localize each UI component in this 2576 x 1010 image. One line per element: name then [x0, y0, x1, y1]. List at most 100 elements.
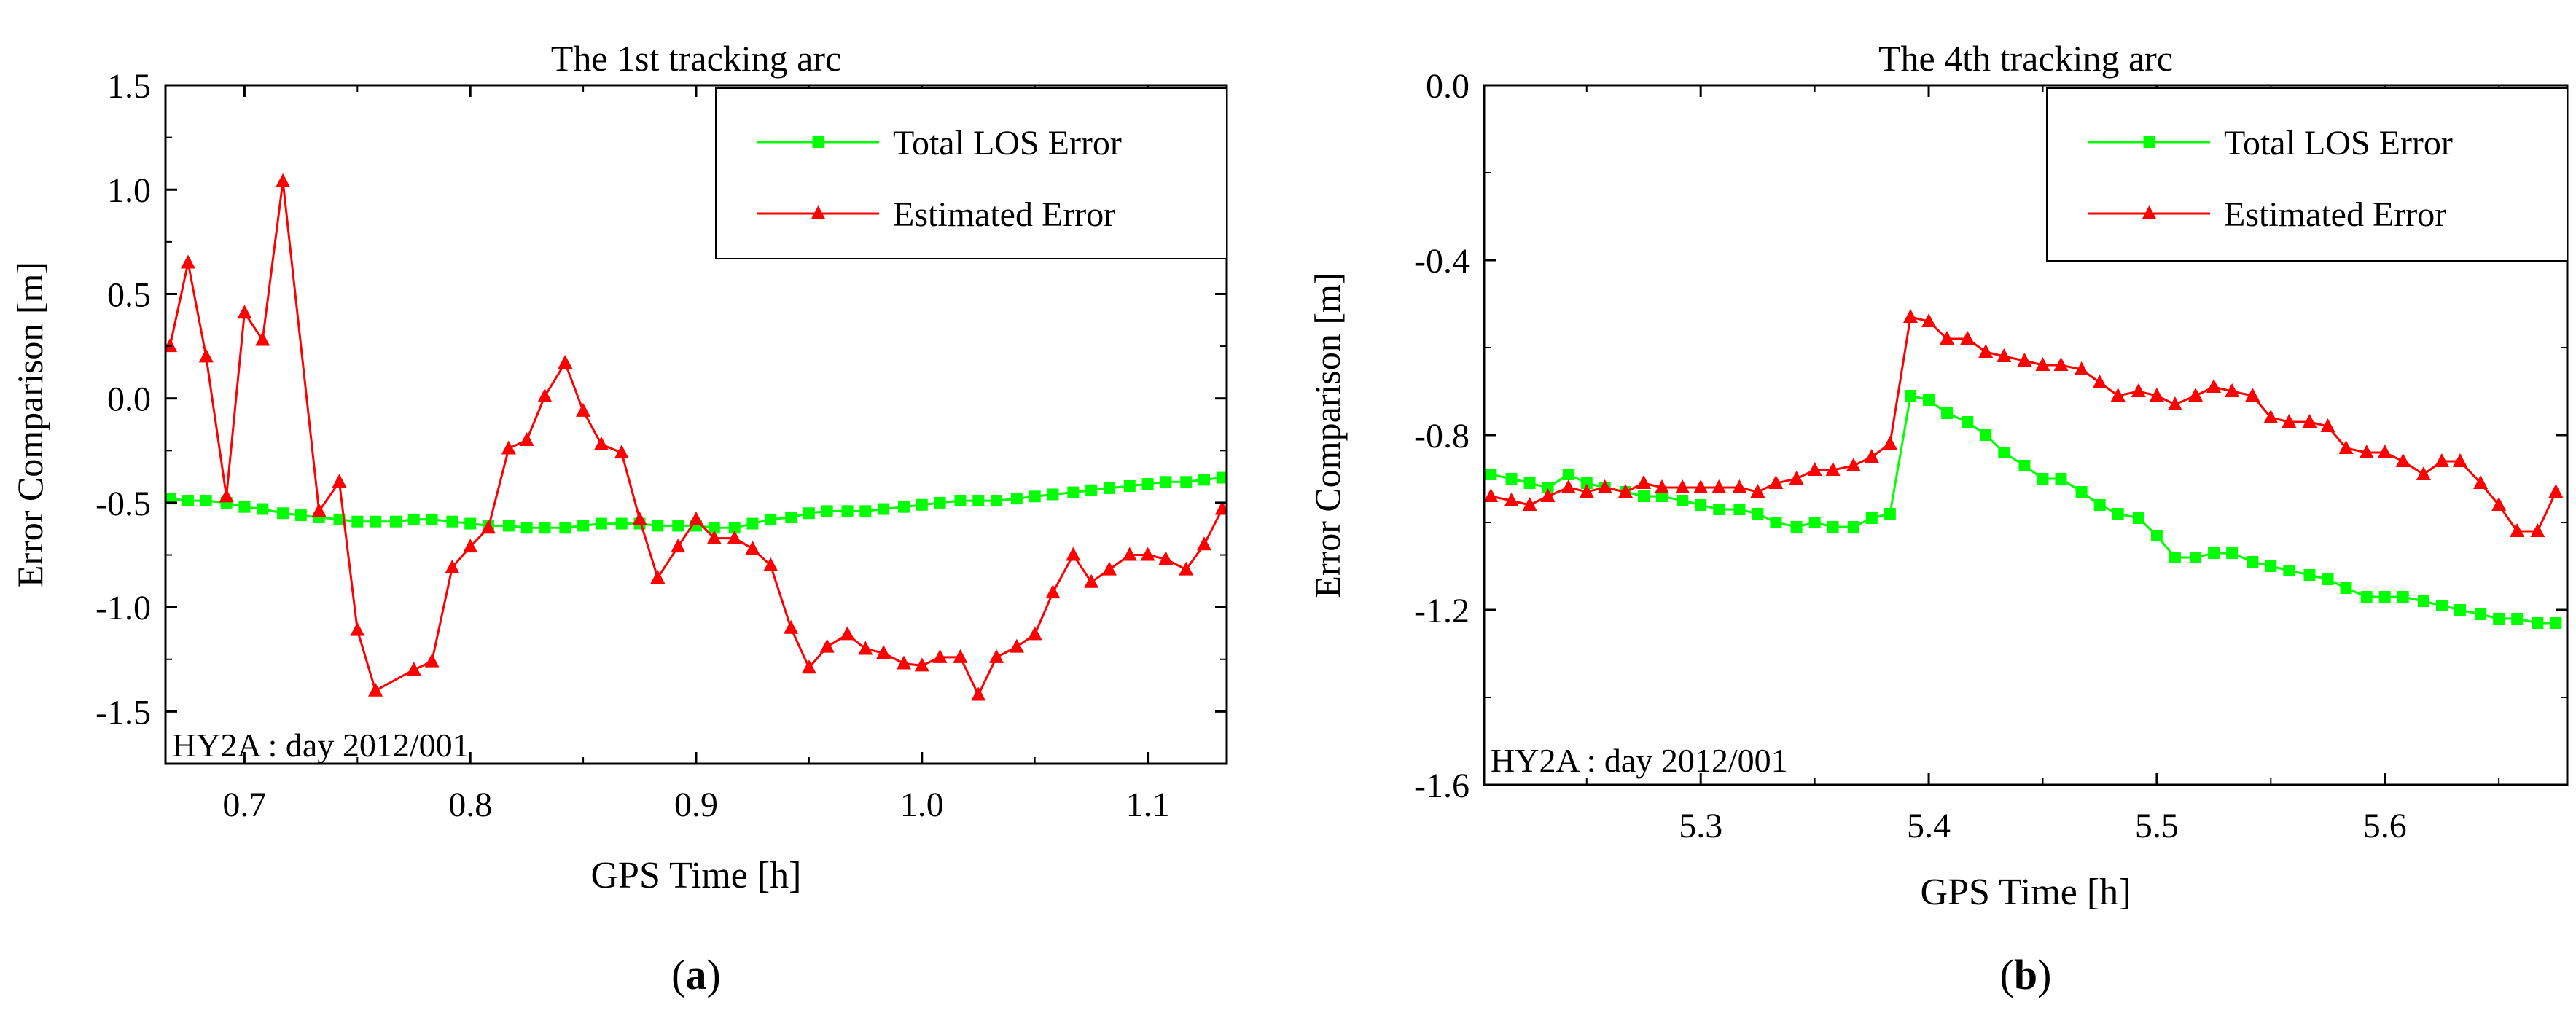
series-line — [1491, 394, 2556, 625]
data-point — [1562, 469, 1574, 480]
data-point — [2053, 357, 2069, 371]
data-point — [1141, 478, 1154, 490]
data-point — [464, 517, 477, 530]
x-axis-label: GPS Time [h] — [591, 855, 802, 896]
panel-label: (b) — [2000, 951, 2052, 998]
y-tick-label: -1.6 — [1414, 767, 1470, 805]
data-point — [1789, 471, 1804, 485]
data-point — [333, 513, 346, 525]
data-point — [2417, 595, 2429, 607]
x-tick-label: 0.9 — [674, 786, 718, 824]
series-line — [1491, 316, 2557, 533]
data-point — [2075, 486, 2088, 498]
data-point — [1884, 508, 1896, 520]
x-tick-label: 1.0 — [900, 786, 944, 824]
data-point — [878, 503, 890, 515]
data-point — [728, 522, 741, 534]
y-tick-label: 0.0 — [107, 380, 151, 419]
data-point — [2093, 499, 2106, 511]
data-point — [1768, 475, 1784, 489]
data-point — [406, 662, 421, 676]
data-point — [502, 520, 515, 532]
data-point — [180, 254, 195, 269]
data-point — [1962, 416, 1974, 428]
data-point — [859, 505, 872, 517]
data-point — [972, 495, 985, 507]
data-point — [916, 498, 928, 511]
data-point — [1921, 313, 1937, 327]
data-point — [858, 641, 873, 655]
data-point — [1160, 476, 1172, 488]
data-point — [1158, 551, 1174, 565]
y-tick-label: -0.8 — [1414, 417, 1470, 455]
data-point — [1923, 394, 1935, 406]
data-point — [1084, 573, 1099, 588]
data-point — [1790, 521, 1803, 533]
data-point — [2190, 552, 2202, 563]
data-point — [368, 682, 383, 697]
data-point — [2206, 379, 2222, 393]
data-point — [577, 520, 590, 532]
data-point — [2149, 388, 2164, 402]
data-point — [932, 649, 948, 663]
data-point — [1712, 479, 1727, 493]
legend-label: Estimated Error — [2224, 195, 2446, 234]
data-point — [2112, 508, 2124, 520]
data-point — [785, 511, 797, 523]
data-point — [1103, 482, 1115, 494]
data-point — [841, 505, 854, 517]
chart-title: The 1st tracking arc — [551, 38, 841, 79]
x-tick-label: 5.6 — [2363, 807, 2407, 845]
data-point — [2169, 552, 2181, 563]
data-point — [2550, 617, 2562, 629]
legend-box — [715, 87, 1227, 259]
data-point — [2225, 383, 2240, 397]
x-axis-label: GPS Time [h] — [1921, 872, 2131, 913]
legend-marker — [812, 136, 824, 148]
y-tick-label: -1.2 — [1414, 592, 1470, 630]
data-point — [2491, 497, 2507, 511]
data-point — [407, 513, 420, 525]
data-point — [2132, 512, 2144, 524]
data-point — [2510, 523, 2525, 537]
data-point — [615, 517, 628, 530]
data-point — [2435, 600, 2448, 611]
data-point — [1978, 344, 1994, 358]
data-point — [2320, 418, 2335, 432]
data-point — [2475, 608, 2487, 620]
x-tick-label: 0.7 — [222, 786, 266, 824]
data-point — [1180, 476, 1193, 488]
data-point — [1542, 482, 1554, 493]
data-point — [165, 338, 178, 353]
data-point — [1940, 331, 1955, 345]
data-point — [237, 305, 252, 319]
data-point — [446, 515, 458, 528]
data-point — [1597, 479, 1612, 493]
data-point — [1010, 493, 1023, 505]
data-point — [1045, 584, 1061, 599]
data-point — [1655, 479, 1670, 493]
series-group — [1484, 309, 2564, 629]
data-point — [1905, 390, 1917, 402]
data-point — [1009, 638, 1024, 653]
data-point — [652, 520, 664, 532]
data-point — [2395, 453, 2411, 467]
data-point — [765, 513, 777, 525]
data-point — [182, 495, 194, 507]
data-point — [727, 530, 742, 544]
data-point — [501, 440, 516, 455]
y-tick-label: 1.5 — [107, 67, 151, 106]
data-point — [1485, 469, 1497, 480]
data-point — [351, 515, 364, 528]
data-point — [276, 173, 291, 187]
data-point — [576, 402, 591, 417]
panel-label: (a) — [671, 951, 721, 998]
data-point — [2018, 460, 2031, 471]
data-point — [1847, 521, 1859, 533]
data-point — [1636, 475, 1651, 489]
x-tick-label: 5.5 — [2135, 807, 2179, 845]
data-point — [2131, 383, 2146, 397]
data-point — [1864, 449, 1879, 463]
data-point — [1825, 462, 1841, 476]
data-point — [1027, 626, 1042, 641]
